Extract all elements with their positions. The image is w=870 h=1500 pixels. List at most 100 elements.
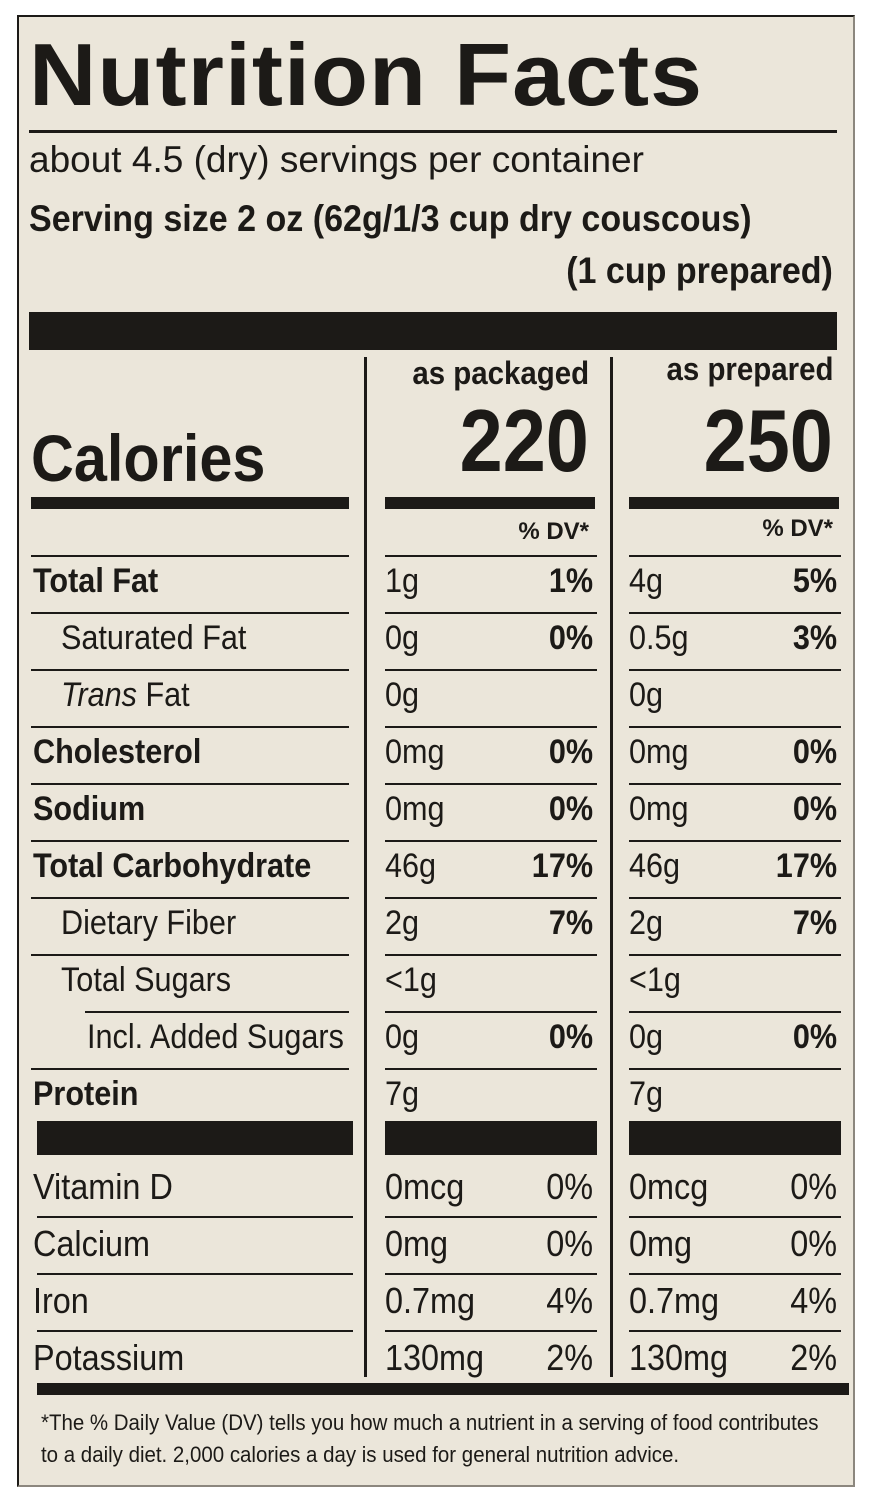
calories-prepared: 250 [703, 391, 833, 490]
vitamin-bar-prepared [629, 1121, 841, 1155]
vitamin-bar-packaged [385, 1121, 597, 1155]
prepared-amount: 2g [629, 904, 664, 942]
packaged-amount: 130mg [385, 1337, 485, 1378]
packaged-amount: 0mg [385, 733, 445, 771]
vitamin-row-iron: Iron 0.7mg 4% 0.7mg 4% [19, 1273, 857, 1330]
nutrient-row-dietary-fiber: Dietary Fiber 2g 7% 2g 7% [19, 897, 857, 954]
packaged-amount: 0mg [385, 790, 445, 828]
packaged-dv: 0% [546, 1166, 593, 1207]
column-heading-packaged: as packaged [412, 355, 589, 391]
calories-label: Calories [31, 421, 266, 495]
nutrition-facts-panel: Nutrition Facts about 4.5 (dry) servings… [17, 15, 855, 1487]
prepared-dv: 7% [792, 904, 837, 942]
packaged-dv: 17% [531, 847, 593, 885]
nutrient-name: Total Sugars [61, 961, 232, 999]
prepared-amount: 0mcg [629, 1166, 709, 1207]
packaged-dv: 0% [548, 733, 593, 771]
nutrient-row-cholesterol: Cholesterol 0mg 0% 0mg 0% [19, 726, 857, 783]
nutrient-row-sodium: Sodium 0mg 0% 0mg 0% [19, 783, 857, 840]
nutrient-row-total-fat: Total Fat 1g 1% 4g 5% [19, 555, 857, 612]
nutrient-name: Sodium [33, 790, 146, 828]
packaged-dv: 0% [548, 790, 593, 828]
prepared-amount: 0g [629, 676, 664, 714]
prepared-dv: 5% [792, 562, 837, 600]
nutrient-row-saturated-fat: Saturated Fat 0g 0% 0.5g 3% [19, 612, 857, 669]
footnote-bar [37, 1383, 849, 1395]
column-divider-right [610, 357, 613, 1377]
prepared-amount: 7g [629, 1075, 664, 1113]
trans-italic: Trans [61, 676, 137, 714]
packaged-amount: 0mg [385, 1223, 449, 1264]
vitamin-row-potassium: Potassium 130mg 2% 130mg 2% [19, 1330, 857, 1387]
nutrient-name: Saturated Fat [61, 619, 247, 657]
prepared-dv: 3% [792, 619, 837, 657]
packaged-dv: 4% [546, 1280, 593, 1321]
calories-bar-label [31, 497, 349, 509]
prepared-dv: 17% [775, 847, 837, 885]
dv-heading-packaged: % DV* [518, 518, 589, 545]
prepared-amount: 0mg [629, 1223, 693, 1264]
column-heading-prepared: as prepared [666, 351, 833, 387]
prepared-amount: 130mg [629, 1337, 729, 1378]
label-title: Nutrition Facts [29, 25, 704, 124]
nutrient-name: Trans Fat [61, 676, 190, 714]
prepared-amount: 0mg [629, 790, 689, 828]
prepared-amount: 4g [629, 562, 664, 600]
nutrient-name: Total Fat [33, 562, 159, 600]
vitamin-name: Calcium [33, 1223, 151, 1264]
packaged-dv: 0% [548, 1018, 593, 1056]
nutrient-row-added-sugars: Incl. Added Sugars 0g 0% 0g 0% [19, 1011, 857, 1068]
serving-thick-bar [29, 312, 837, 350]
trans-rest: Fat [136, 676, 190, 714]
packaged-amount: 0g [385, 676, 420, 714]
nutrient-name: Dietary Fiber [61, 904, 237, 942]
prepared-amount: 0.7mg [629, 1280, 720, 1321]
calories-bar-packaged [385, 497, 595, 509]
serving-size-prepared: (1 cup prepared) [566, 250, 833, 291]
packaged-amount: 46g [385, 847, 437, 885]
nutrient-name: Cholesterol [33, 733, 202, 771]
packaged-amount: <1g [385, 961, 437, 999]
packaged-amount: 7g [385, 1075, 420, 1113]
vitamin-name: Iron [33, 1280, 89, 1321]
prepared-dv: 0% [792, 790, 837, 828]
vitamin-row-calcium: Calcium 0mg 0% 0mg 0% [19, 1216, 857, 1273]
prepared-dv: 0% [790, 1166, 837, 1207]
vitamin-name: Vitamin D [33, 1166, 173, 1207]
nutrient-row-total-sugars: Total Sugars <1g <1g [19, 954, 857, 1011]
footnote-line-2: to a daily diet. 2,000 calories a day is… [41, 1441, 680, 1467]
packaged-dv: 0% [548, 619, 593, 657]
packaged-dv: 0% [546, 1223, 593, 1264]
nutrient-row-protein: Protein 7g 7g [19, 1068, 857, 1125]
prepared-dv: 2% [790, 1337, 837, 1378]
nutrient-row-total-carbohydrate: Total Carbohydrate 46g 17% 46g 17% [19, 840, 857, 897]
prepared-amount: 46g [629, 847, 681, 885]
footnote-line-1: *The % Daily Value (DV) tells you how mu… [41, 1410, 819, 1435]
prepared-amount: <1g [629, 961, 681, 999]
packaged-amount: 0g [385, 1018, 420, 1056]
column-divider-left [364, 357, 367, 1377]
title-rule [29, 130, 837, 133]
vitamin-name: Potassium [33, 1337, 185, 1378]
packaged-amount: 2g [385, 904, 420, 942]
nutrient-row-trans-fat: Trans Fat 0g 0g [19, 669, 857, 726]
packaged-amount: 1g [385, 562, 420, 600]
dv-heading-prepared: % DV* [762, 515, 833, 542]
nutrient-name: Incl. Added Sugars [87, 1018, 344, 1056]
packaged-amount: 0.7mg [385, 1280, 476, 1321]
serving-size: Serving size 2 oz (62g/1/3 cup dry cousc… [29, 198, 752, 239]
prepared-dv: 4% [790, 1280, 837, 1321]
servings-per-container: about 4.5 (dry) servings per container [29, 139, 644, 180]
packaged-dv: 7% [548, 904, 593, 942]
nutrient-name: Protein [33, 1075, 139, 1113]
packaged-amount: 0g [385, 619, 420, 657]
prepared-amount: 0mg [629, 733, 689, 771]
prepared-dv: 0% [792, 733, 837, 771]
prepared-amount: 0g [629, 1018, 664, 1056]
prepared-amount: 0.5g [629, 619, 689, 657]
calories-packaged: 220 [459, 391, 589, 490]
vitamin-row-vitamin-d: Vitamin D 0mcg 0% 0mcg 0% [19, 1159, 857, 1216]
nutrient-name: Total Carbohydrate [33, 847, 312, 885]
footnote: *The % Daily Value (DV) tells you how mu… [41, 1407, 841, 1471]
packaged-dv: 1% [548, 562, 593, 600]
